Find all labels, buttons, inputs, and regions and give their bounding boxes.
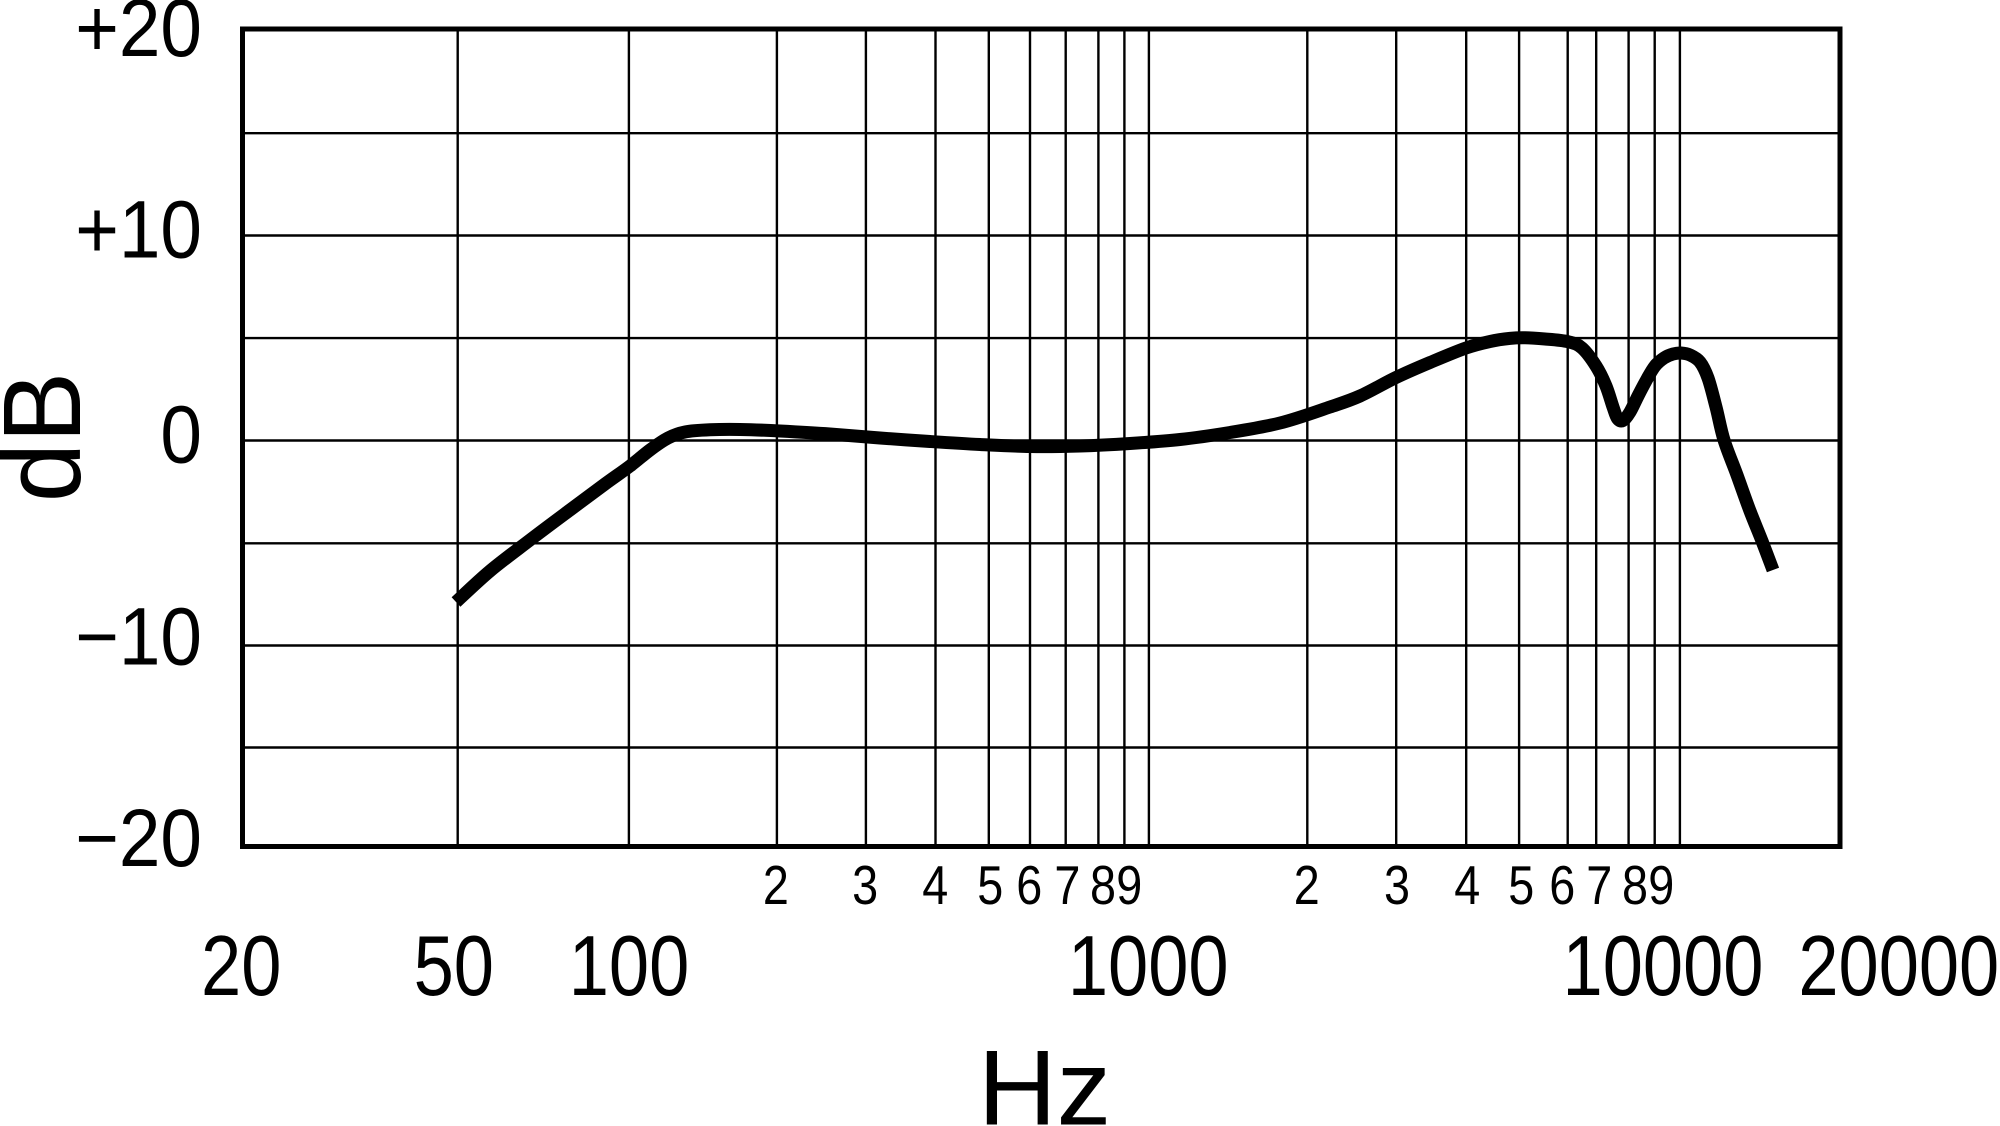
svg-text:3: 3 xyxy=(852,854,878,915)
svg-text:8: 8 xyxy=(1622,854,1648,915)
svg-text:2: 2 xyxy=(1294,854,1320,915)
svg-text:10000: 10000 xyxy=(1563,918,1764,1013)
svg-text:3: 3 xyxy=(1384,854,1410,915)
svg-text:1000: 1000 xyxy=(1068,918,1229,1013)
svg-text:100: 100 xyxy=(569,918,690,1013)
svg-text:7: 7 xyxy=(1054,854,1080,915)
svg-text:5: 5 xyxy=(977,854,1003,915)
svg-text:−20: −20 xyxy=(75,792,202,884)
svg-text:5: 5 xyxy=(1508,854,1534,915)
svg-text:9: 9 xyxy=(1648,854,1674,915)
svg-text:50: 50 xyxy=(414,918,494,1013)
svg-text:6: 6 xyxy=(1016,854,1042,915)
svg-text:4: 4 xyxy=(922,854,948,915)
svg-text:dB: dB xyxy=(0,372,103,503)
svg-text:+20: +20 xyxy=(75,0,202,74)
svg-text:7: 7 xyxy=(1586,854,1612,915)
svg-text:20000: 20000 xyxy=(1798,918,1999,1013)
svg-text:4: 4 xyxy=(1454,854,1480,915)
svg-text:2: 2 xyxy=(763,854,789,915)
svg-text:8: 8 xyxy=(1090,854,1116,915)
svg-text:−10: −10 xyxy=(75,591,202,683)
svg-text:0: 0 xyxy=(160,388,202,480)
svg-text:Hz: Hz xyxy=(978,1027,1111,1126)
svg-text:9: 9 xyxy=(1116,854,1142,915)
svg-text:20: 20 xyxy=(201,918,281,1013)
svg-text:6: 6 xyxy=(1549,854,1575,915)
svg-text:+10: +10 xyxy=(75,184,202,276)
